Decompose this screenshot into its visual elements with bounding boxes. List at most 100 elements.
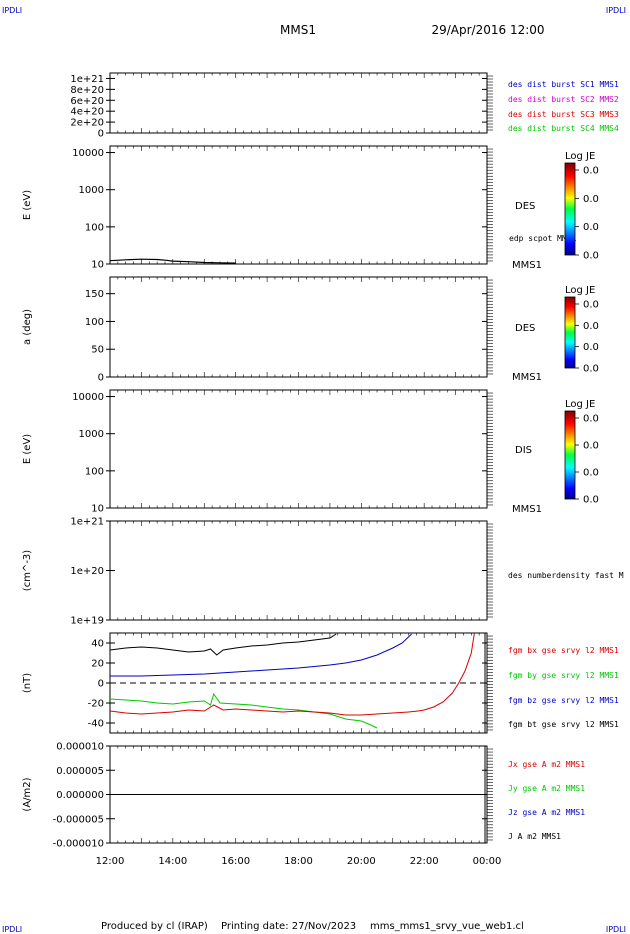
y-tick-label: 10000 [72,392,104,403]
y-tick-label: -20 [88,699,104,710]
legend-entry: Jx gse A m2 MMS1 [508,760,585,769]
panel-frame [109,145,488,265]
y-tick-label: 100 [85,222,104,233]
y-tick-label: -40 [88,719,104,730]
y-tick-label: 0.000000 [56,790,104,801]
species-label: DES [515,323,535,334]
species-label: DIS [515,445,532,456]
footer-produced-by: Produced by cl (IRAP) [101,921,208,932]
y-tick-label: 0 [98,129,104,140]
colorbar-title: Log JE [565,151,595,162]
time-tick-label: 00:00 [473,856,502,867]
colorbar-gradient [564,296,576,369]
corner-label-bottom-right: IPDLI [606,925,626,934]
colorbar-tick-label: 0.0 [583,222,599,233]
footer-filename: mms_mms1_srvy_vue_web1.cl [370,921,524,932]
legend-entry: fgm bx gse srvy l2 MMS1 [508,646,619,655]
colorbar-tick-label: 0.0 [583,468,599,479]
legend-entry: fgm bt gse srvy l2 MMS1 [508,720,619,729]
panel-dis-energy: 10 100 1000 10000 E (eV) DIS MMS1 [22,389,542,515]
colorbar-tick-label: 0.0 [583,321,599,332]
colorbar-title: Log JE [565,399,595,410]
y-tick-label: 100 [85,466,104,477]
panel-frame [109,389,488,509]
colorbar-tick-label: 0.0 [583,414,599,425]
y-tick-label: 0 [98,679,104,690]
colorbar-title: Log JE [565,285,595,296]
y-tick-label: 150 [85,289,104,300]
y-tick-label: 1e+19 [70,616,104,627]
legend-entry: des dist burst SC3 MMS3 [508,110,619,119]
legend-entry: fgm bz gse srvy l2 MMS1 [508,696,619,705]
y-tick-label: 0.000010 [56,742,104,753]
colorbar: Log JE 0.0 0.0 0.0 0.0 [564,151,599,262]
legend-entry: J A m2 MMS1 [508,832,561,841]
y-tick-label: 1000 [79,429,104,440]
legend-entry: des dist burst SC4 MMS4 [508,124,619,133]
time-tick-label: 14:00 [158,856,187,867]
y-tick-label: 1000 [79,185,104,196]
y-tick-label: 0.000005 [56,766,104,777]
time-tick-label: 22:00 [410,856,439,867]
y-axis-label: a (deg) [22,309,33,345]
spacecraft-label: MMS1 [512,372,542,383]
y-tick-label: -0.000010 [53,839,104,850]
colorbar-tick-label: 0.0 [583,251,599,262]
panel-des-pitch: 0 50 100 150 a (deg) DES MMS1 [22,276,542,384]
y-tick-label: 0 [98,373,104,384]
time-tick-label: 16:00 [221,856,250,867]
legend-entry: des dist burst SC2 MMS2 [508,95,619,104]
y-tick-label: 40 [91,639,104,650]
species-label: DES [515,201,535,212]
corner-label-top-left: IPDLI [2,6,22,15]
colorbar-tick-label: 0.0 [583,342,599,353]
colorbar-gradient [564,162,576,256]
y-axis-label: (nT) [22,673,33,693]
colorbar-tick-label: 0.0 [583,166,599,177]
y-tick-label: 10 [91,504,104,515]
panel-current-density: -0.000010 -0.000005 0.000000 0.000005 0.0000… [22,742,585,850]
corner-label-top-right: IPDLI [606,6,626,15]
colorbar: Log JE 0.0 0.0 0.0 0.0 [564,399,599,506]
legend-entry: Jy gse A m2 MMS1 [508,784,585,793]
panel-magnetic-field: -40 -20 0 20 40 (nT) fgm bx gse srvy l2 MMS1 fg… [22,632,619,734]
plot-title: MMS1 [280,23,316,37]
y-tick-label: 8e+20 [70,85,104,96]
spacecraft-label: MMS1 [512,260,542,271]
time-axis: 12:00 14:00 16:00 18:00 20:00 22:00 00:00 [96,856,502,867]
y-axis-label: E (eV) [22,190,33,220]
y-tick-label: -0.000005 [53,814,104,825]
y-tick-label: 50 [91,345,104,356]
colorbar-gradient [564,410,576,500]
y-axis-label: E (eV) [22,434,33,464]
y-tick-label: 10 [91,260,104,271]
y-axis-label: (cm^-3) [22,550,33,591]
y-tick-label: 1e+21 [70,74,104,85]
y-axis-label: (A/m2) [22,777,33,811]
plot-datetime: 29/Apr/2016 12:00 [431,23,544,37]
legend-entry: des dist burst SC1 MMS1 [508,80,619,89]
y-tick-label: 1e+20 [70,566,104,577]
colorbar-tick-label: 0.0 [583,194,599,205]
corner-label-bottom-left: IPDLI [2,925,22,934]
overlay-label: edp scpot MMS1 [509,234,577,243]
panel-density: 1e+19 1e+20 1e+21 (cm^-3) des numberdensity … [22,517,624,627]
time-tick-label: 18:00 [284,856,313,867]
footer-printing-date: Printing date: 27/Nov/2023 [221,921,356,932]
colorbar: Log JE 0.0 0.0 0.0 0.0 [564,285,599,375]
time-tick-label: 12:00 [96,856,125,867]
y-tick-label: 100 [85,317,104,328]
panel-frame [109,276,488,378]
panel-frame [109,520,488,621]
series-line [110,633,337,656]
y-tick-label: 4e+20 [70,107,104,118]
y-tick-label: 20 [91,659,104,670]
colorbar-tick-label: 0.0 [583,441,599,452]
y-tick-label: 2e+20 [70,118,104,129]
y-tick-label: 10000 [72,148,104,159]
spacecraft-label: MMS1 [512,504,542,515]
